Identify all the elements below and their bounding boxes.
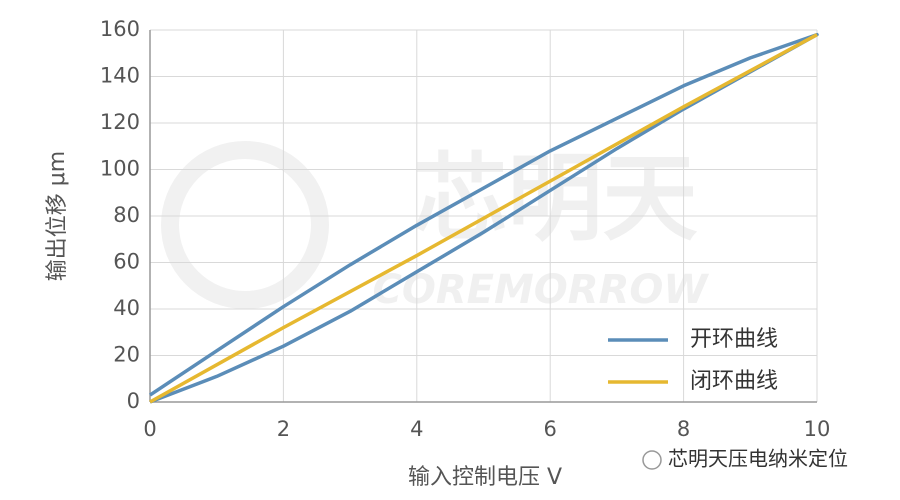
source-icon xyxy=(642,450,662,470)
x-tick-label: 8 xyxy=(677,417,690,441)
y-tick-label: 60 xyxy=(113,250,140,274)
y-tick-label: 80 xyxy=(113,203,140,227)
y-tick-label: 140 xyxy=(100,64,140,88)
x-tick-label: 2 xyxy=(277,417,290,441)
y-axis-label: 输出位移 μm xyxy=(45,151,70,281)
watermark: 芯明天 xyxy=(412,144,697,254)
x-tick-label: 10 xyxy=(804,417,831,441)
legend-label: 开环曲线 xyxy=(690,327,778,352)
watermark-logo xyxy=(161,141,329,309)
source: 芯明天压电纳米定位 xyxy=(668,447,848,471)
y-tick-label: 0 xyxy=(127,389,140,413)
y-tick-label: 100 xyxy=(100,157,140,181)
x-tick-label: 6 xyxy=(544,417,557,441)
x-tick-label: 4 xyxy=(410,417,423,441)
y-tick-label: 160 xyxy=(100,17,140,41)
y-tick-label: 120 xyxy=(100,110,140,134)
x-tick-label: 0 xyxy=(143,417,156,441)
x-axis-label: 输入控制电压 V xyxy=(408,465,562,490)
y-tick-label: 20 xyxy=(113,343,140,367)
series-line xyxy=(149,33,818,404)
y-tick-label: 40 xyxy=(113,296,140,320)
legend-label: 闭环曲线 xyxy=(690,369,778,394)
watermark: COREMORROW xyxy=(372,267,709,313)
